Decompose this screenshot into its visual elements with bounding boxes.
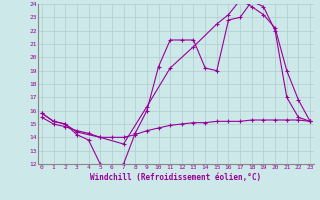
X-axis label: Windchill (Refroidissement éolien,°C): Windchill (Refroidissement éolien,°C) bbox=[91, 173, 261, 182]
